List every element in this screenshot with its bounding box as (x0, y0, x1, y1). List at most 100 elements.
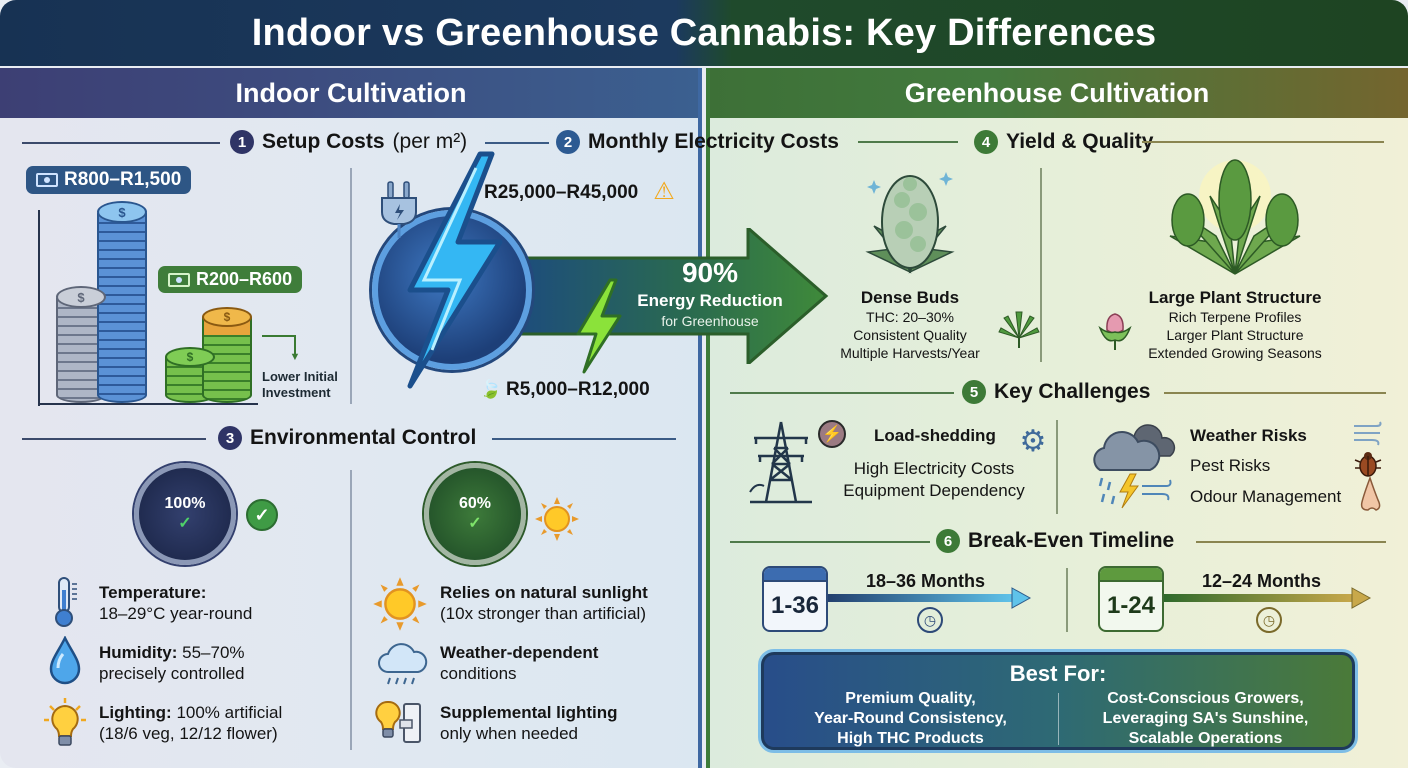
money-bill-icon (36, 173, 58, 187)
divider-line (1066, 568, 1068, 632)
greenhouse-electricity-cost: R5,000–R12,000 (506, 379, 650, 400)
weather-dependent-item: Weather-dependent conditions (440, 643, 599, 683)
section-number-badge: 3 (218, 426, 242, 450)
divider-line (350, 470, 352, 750)
indoor-breakeven-label: 18–36 Months (866, 571, 986, 591)
humidity-item: Humidity: 55–70% precisely controlled (99, 643, 245, 683)
divider-line (1164, 392, 1386, 394)
column-divider-green (706, 68, 710, 768)
lower-investment-note: Lower Initial Investment (262, 369, 338, 400)
divider-line (492, 438, 676, 440)
rain-cloud-icon (376, 640, 428, 690)
odour-management-item: Odour Management (1190, 487, 1342, 506)
clock-icon: ◷ (917, 607, 943, 633)
best-for-greenhouse: Cost-Conscious Growers, Leveraging SA's … (1102, 690, 1309, 747)
chart-axis-y (38, 210, 40, 406)
energy-reduction-sub: for Greenhouse (661, 313, 759, 329)
indoor-column-header: Indoor Cultivation (0, 68, 702, 118)
large-plant-details: Rich Terpene Profiles Larger Plant Struc… (1148, 309, 1322, 361)
power-plug-icon (378, 180, 422, 240)
divider-line (22, 438, 206, 440)
weather-risks-heading: Weather Risks (1190, 426, 1307, 445)
lighting-item: Lighting: 100% artificial (18/6 veg, 12/1… (99, 703, 283, 743)
divider-line (22, 142, 220, 144)
storm-cloud-icon (1090, 420, 1180, 510)
leaf-icon: 🍃 (479, 378, 503, 399)
arrow-down-icon: ▼ (289, 351, 301, 363)
green-lightning-icon (572, 278, 626, 374)
energy-reduction-label: Energy Reduction (637, 291, 783, 310)
greenhouse-setup-cost-value: R200–R600 (196, 269, 293, 289)
best-for-title: Best For: (1009, 661, 1107, 686)
section-title-text: Setup Costs (262, 130, 385, 153)
sun-icon (372, 576, 428, 632)
section-title-text: Yield & Quality (1006, 130, 1154, 153)
best-for-divider (1057, 693, 1059, 745)
arrow-connector (294, 335, 296, 357)
greenhouse-control-gauge: 60% ✓ (424, 463, 526, 565)
divider-line (730, 541, 930, 543)
check-circle-icon: ✓ (246, 499, 278, 531)
cannabis-plant-icon (1150, 156, 1320, 280)
setup-costs-title: 1 Setup Costs (per m²) (230, 130, 467, 154)
supplemental-lighting-item: Supplemental lighting only when needed (440, 703, 618, 743)
wind-icon (1352, 420, 1384, 446)
yield-quality-title: 4 Yield & Quality (974, 130, 1153, 154)
section-title-text: Break-Even Timeline (968, 529, 1175, 552)
divider-line (1142, 141, 1384, 143)
thermometer-icon (50, 576, 80, 628)
gold-green-coin-stack-icon: $ (201, 305, 253, 403)
power-tower-icon (746, 420, 816, 504)
blue-coin-stack-icon: $ (96, 200, 148, 403)
greenhouse-setup-cost-badge: R200–R600 (158, 266, 303, 293)
divider-line (730, 392, 954, 394)
beetle-icon (1354, 450, 1382, 478)
section-unit-text: (per m²) (392, 130, 468, 153)
lightning-bolt-icon (380, 150, 510, 390)
flower-bud-icon (1098, 310, 1132, 352)
divider-line (858, 141, 958, 143)
page-title: Indoor vs Greenhouse Cannabis: Key Diffe… (251, 11, 1157, 54)
greenhouse-calendar-icon: 1-24 (1098, 566, 1164, 632)
divider-line (1040, 168, 1042, 362)
warning-icon: ⚠ (653, 177, 675, 205)
water-drop-icon (48, 636, 82, 686)
electricity-costs-title: 2 Monthly Electricity Costs (556, 130, 839, 154)
indoor-control-gauge: 100% ✓ (134, 463, 236, 565)
divider-line (1056, 420, 1058, 514)
title-bar: Indoor vs Greenhouse Cannabis: Key Diffe… (0, 0, 1408, 66)
section-number-badge: 2 (556, 130, 580, 154)
section-number-badge: 1 (230, 130, 254, 154)
large-plant-heading: Large Plant Structure (1148, 288, 1322, 307)
natural-sunlight-item: Relies on natural sunlight (10x stronger … (440, 583, 648, 623)
lightbulb-icon (42, 696, 88, 750)
best-for-panel: Best For: Premium Quality, Year-Round Co… (758, 649, 1358, 753)
indoor-calendar-icon: 1-36 (762, 566, 828, 632)
load-shedding-heading: Load-shedding (874, 426, 996, 445)
money-bill-icon (168, 272, 190, 287)
column-divider-blue (698, 68, 702, 768)
cannabis-leaf-icon (998, 308, 1040, 350)
nose-icon (1358, 476, 1382, 512)
section-number-badge: 6 (936, 529, 960, 553)
sun-icon (534, 496, 580, 542)
gear-icon: ⚙ (1019, 424, 1047, 458)
energy-reduction-percent: 90% (681, 257, 739, 288)
divider-line (485, 142, 549, 144)
section-number-badge: 5 (962, 380, 986, 404)
cannabis-bud-icon (860, 160, 960, 278)
chart-axis-x (38, 403, 258, 405)
indoor-setup-cost-badge: R800–R1,500 (26, 166, 192, 194)
indoor-setup-cost-value: R800–R1,500 (64, 169, 182, 190)
dense-buds-heading: Dense Buds (860, 288, 960, 307)
greenhouse-breakeven-label: 12–24 Months (1202, 571, 1322, 591)
key-challenges-title: 5 Key Challenges (962, 380, 1150, 404)
section-title-text: Key Challenges (994, 380, 1151, 403)
best-for-indoor: Premium Quality, Year-Round Consistency,… (814, 690, 1007, 747)
temperature-item: Temperature: 18–29°C year-round (99, 583, 253, 623)
indoor-electricity-cost: R25,000–R45,000 (484, 182, 639, 203)
clock-icon: ◷ (1256, 607, 1282, 633)
indoor-timeline-arrow (828, 586, 1032, 610)
lightbulb-switch-icon (374, 700, 430, 746)
greenhouse-column-header: Greenhouse Cultivation (706, 68, 1408, 118)
